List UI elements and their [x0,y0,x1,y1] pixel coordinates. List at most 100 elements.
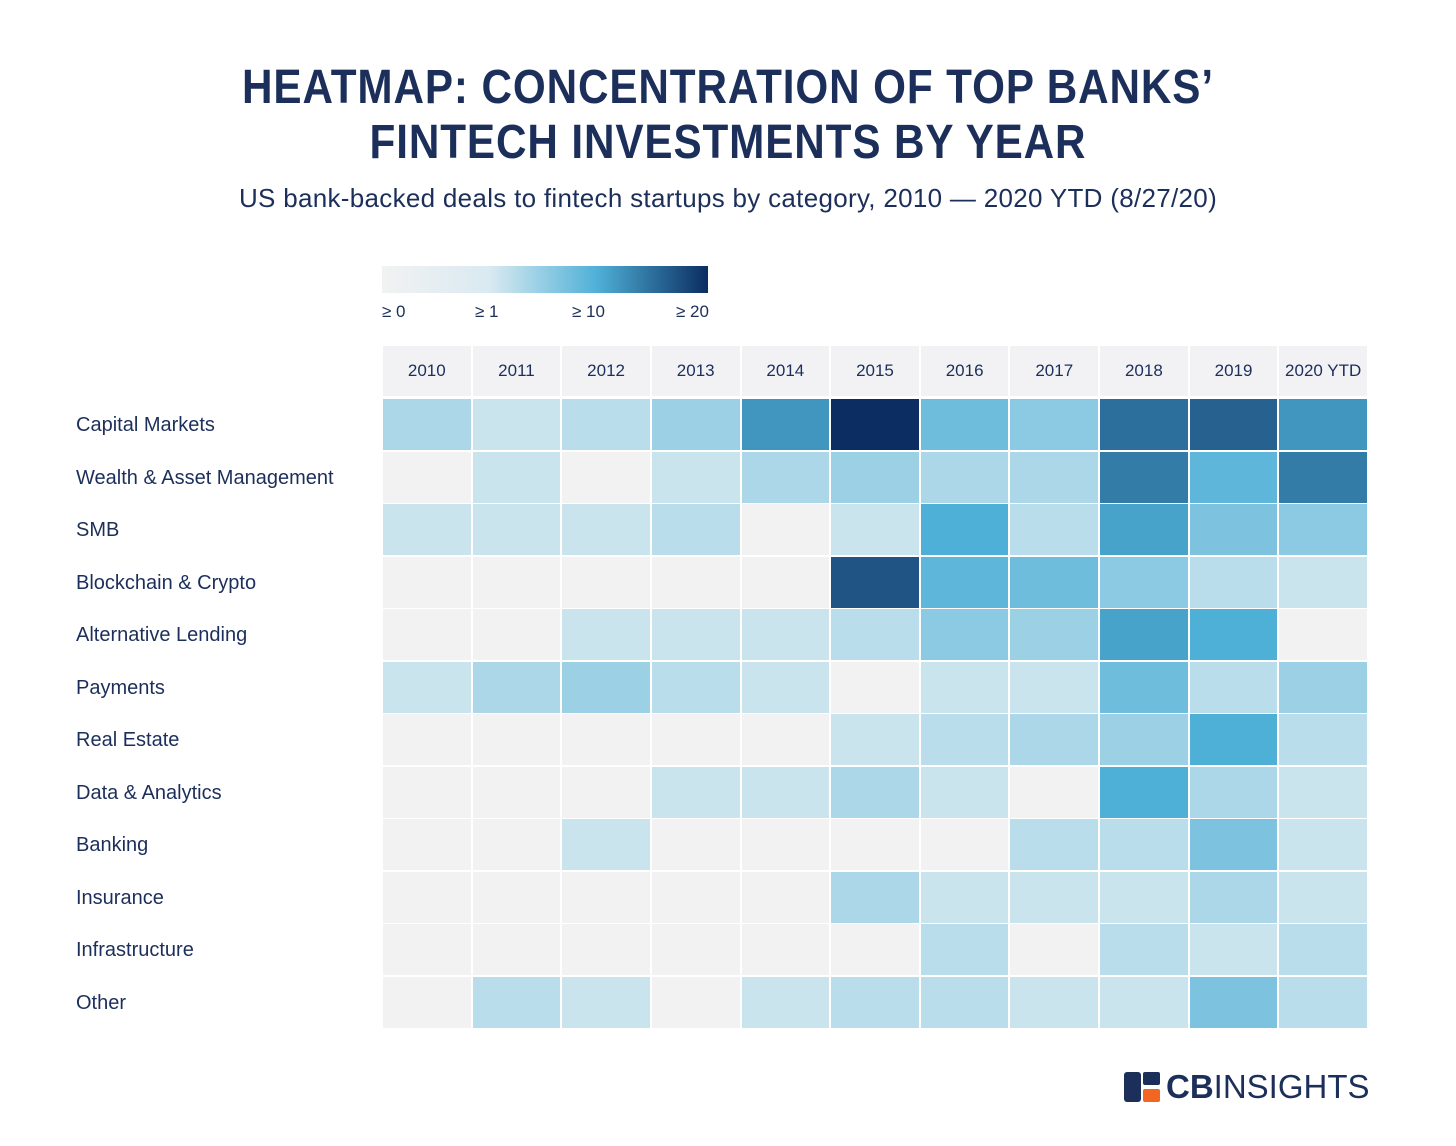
heatmap-cell [1189,714,1278,765]
heatmap-cell [562,661,650,713]
legend-gradient-bar [382,266,708,293]
row-label-category: Payments [76,676,165,699]
heatmap-cell [383,871,471,923]
heatmap-cell [1010,976,1099,1028]
heatmap-cell [472,924,561,975]
heatmap-cell [1010,399,1099,450]
heatmap-cell [651,976,740,1028]
heatmap-cell [472,714,561,765]
heatmap-cell [383,399,471,450]
heatmap-cell [383,451,471,503]
heatmap-cell [1279,556,1367,608]
heatmap-cell [920,451,1009,503]
column-header-year: 2014 [741,346,830,396]
heatmap-cell [472,766,561,818]
heatmap-cell [472,451,561,503]
heatmap-cell [831,399,919,450]
heatmap-cell [651,609,740,660]
heatmap-cell [562,504,650,555]
heatmap-cell [920,609,1009,660]
heatmap-cell [741,924,830,975]
heatmap-cell [741,451,830,503]
column-header-year: 2015 [831,346,919,396]
legend-label: ≥ 0 [382,302,406,321]
heatmap-cell [1279,871,1367,923]
heatmap-cell [383,819,471,870]
heatmap-cell [651,399,740,450]
heatmap-cell [831,714,919,765]
heatmap-cell [920,714,1009,765]
row-label-category: Capital Markets [76,414,215,436]
column-header-year: 2017 [1010,346,1099,396]
heatmap-cell [920,766,1009,818]
heatmap-cell [741,609,830,660]
heatmap-cell [1010,714,1099,765]
heatmap-cell [1010,766,1099,818]
cb-insights-logo: CBINSIGHTS [1124,1068,1370,1105]
column-header-year: 2020 YTD [1279,346,1367,396]
heatmap-cell [920,661,1009,713]
heatmap-cell [741,766,830,818]
heatmap-cell [383,556,471,608]
heatmap-cell [1100,451,1188,503]
heatmap-cell [831,504,919,555]
heatmap-cell [651,451,740,503]
row-label-category: Banking [76,834,149,856]
heatmap-cell [1189,661,1278,713]
column-header-year: 2011 [472,346,561,396]
row-label-category: Alternative Lending [76,624,248,646]
heatmap-cell [741,714,830,765]
heatmap-cell [562,609,650,660]
heatmap-cell [472,556,561,608]
heatmap-cell [562,451,650,503]
heatmap-cell [1189,451,1278,503]
chart-subtitle: US bank-backed deals to fintech startups… [238,183,1218,213]
chart-title-line: FINTECH INVESTMENTS BY YEAR [369,116,1087,169]
heatmap-cell [1279,924,1367,975]
heatmap-cell [831,924,919,975]
heatmap-cell [1279,819,1367,870]
heatmap-cell [472,976,561,1028]
heatmap-cell [383,924,471,975]
cb-insights-logo-text: CBINSIGHTS [1166,1068,1370,1105]
heatmap-cell [383,609,471,660]
row-label-category: Blockchain & Crypto [76,571,257,594]
heatmap-cell [651,766,740,818]
legend-label: ≥ 10 [572,302,605,321]
heatmap-cell [562,714,650,765]
heatmap-cell [1189,504,1278,555]
heatmap-cell [1189,399,1278,450]
heatmap-cell [1189,766,1278,818]
heatmap-cell [472,661,561,713]
heatmap-cell [741,556,830,608]
heatmap-cell [651,819,740,870]
heatmap-cell [1279,399,1367,450]
heatmap-cell [562,399,650,450]
heatmap-cell [1189,556,1278,608]
chart-title-line: HEATMAP: CONCENTRATION OF TOP BANKS’ [242,61,1214,114]
row-label-category: Real Estate [76,729,180,751]
heatmap-cell [920,976,1009,1028]
column-header-year: 2010 [383,346,471,396]
heatmap-cell [1100,556,1188,608]
heatmap-cell [831,976,919,1028]
heatmap-cell [1279,504,1367,555]
heatmap-cell [1100,976,1188,1028]
heatmap-cell [383,766,471,818]
heatmap-cell [562,556,650,608]
heatmap-cell [472,871,561,923]
heatmap-cell [1010,819,1099,870]
heatmap-cell [741,871,830,923]
legend-label: ≥ 1 [475,302,499,321]
heatmap-cell [562,766,650,818]
heatmap-cell [1189,609,1278,660]
heatmap-cell [383,976,471,1028]
heatmap-cell [831,766,919,818]
chart-title: HEATMAP: CONCENTRATION OF TOP BANKS’ FIN… [87,60,1368,170]
heatmap-cell [1010,556,1099,608]
heatmap-cell [920,871,1009,923]
heatmap-cell [472,819,561,870]
heatmap-cell [1100,661,1188,713]
heatmap-cell [651,661,740,713]
heatmap-cell [1100,819,1188,870]
